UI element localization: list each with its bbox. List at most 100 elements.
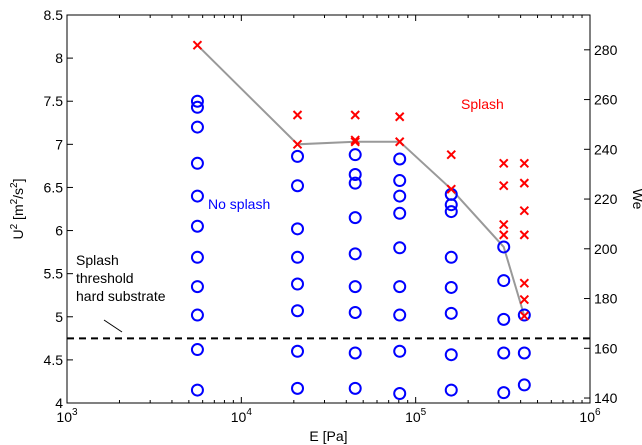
- no-splash-point: [444, 205, 458, 219]
- y-axis-label: U2 [m2/s2]: [9, 178, 26, 239]
- y-tick-label: 8: [55, 50, 63, 66]
- no-splash-point: [291, 149, 305, 163]
- splash-point: [292, 110, 303, 120]
- splash-point: [499, 219, 509, 230]
- no-splash-point: [393, 280, 407, 294]
- splash-point: [350, 110, 360, 120]
- no-splash-point: [348, 168, 362, 182]
- splash-point: [519, 206, 530, 216]
- y2-tick-label: 140: [594, 390, 618, 406]
- no-splash-point: [517, 308, 531, 322]
- no-splash-point: [444, 250, 458, 264]
- splash-point: [519, 294, 530, 305]
- y2-tick-label: 240: [594, 141, 618, 157]
- splash-point: [350, 135, 360, 145]
- no-splash-point: [497, 386, 511, 400]
- y-tick-label: 5: [55, 309, 63, 325]
- x-tick-base: 10: [405, 409, 421, 425]
- no-splash-point: [393, 206, 407, 220]
- y-tick-label: 4: [55, 395, 63, 411]
- x-tick-base: 10: [56, 409, 72, 425]
- splash-point: [519, 158, 530, 169]
- y-axis-label-unit-close: ]: [10, 178, 26, 182]
- splash-point: [446, 184, 456, 194]
- no-splash-point: [291, 250, 305, 264]
- x-tick-label: 103: [56, 407, 78, 425]
- no-splash-point: [190, 280, 204, 294]
- no-splash-point: [444, 280, 458, 294]
- no-splash-point: [348, 176, 362, 190]
- hard-threshold-label-line-2: threshold: [76, 270, 134, 286]
- no-splash-point: [291, 304, 305, 318]
- no-splash-point: [393, 174, 407, 188]
- y-axis-label-unit-sup: 2: [9, 198, 20, 204]
- x-tick-exp: 6: [595, 407, 601, 418]
- axis-tick-labels: 103 104 105 10644.555.566.577.588.514016018…: [44, 7, 618, 425]
- y-axis-label-unit-sup2: 2: [9, 182, 20, 188]
- no-splash-point: [190, 94, 204, 108]
- no-splash-point: [190, 156, 204, 170]
- y2-tick-label: 200: [594, 241, 618, 257]
- no-splash-point: [190, 250, 204, 264]
- splash-point: [519, 230, 530, 240]
- y-tick-label: 4.5: [44, 352, 64, 368]
- no-splash-point: [291, 179, 305, 193]
- no-splash-point: [348, 346, 362, 360]
- y-tick-label: 7.5: [44, 93, 64, 109]
- no-splash-point: [190, 343, 204, 357]
- x-tick-exp: 5: [421, 407, 427, 418]
- y-tick-label: 8.5: [44, 7, 64, 23]
- no-splash-point: [497, 240, 511, 254]
- x-axis-label: E [Pa]: [309, 428, 347, 444]
- x-tick-label: 106: [579, 407, 601, 425]
- no-splash-point: [291, 344, 305, 358]
- no-splash-point: [348, 148, 362, 162]
- no-splash-point: [393, 344, 407, 358]
- y2-tick-label: 180: [594, 291, 618, 307]
- y-tick-label: 6: [55, 223, 63, 239]
- no-splash-point: [444, 383, 458, 397]
- x-tick-label: 104: [231, 407, 253, 425]
- no-splash-point: [497, 346, 511, 360]
- no-splash-label: No splash: [208, 196, 270, 212]
- splash-point: [499, 181, 509, 191]
- y2-tick-label: 220: [594, 191, 618, 207]
- axis-ticks: [66, 14, 591, 404]
- no-splash-point: [190, 219, 204, 233]
- x-tick-label: 105: [405, 407, 427, 425]
- data-points: [190, 40, 531, 401]
- no-splash-point: [291, 381, 305, 395]
- no-splash-point: [444, 348, 458, 362]
- no-splash-point: [393, 189, 407, 203]
- no-splash-point: [190, 383, 204, 397]
- hard-threshold-label-line-1: Splash: [76, 252, 119, 268]
- no-splash-point: [348, 305, 362, 319]
- splash-point: [292, 139, 303, 150]
- no-splash-point: [497, 312, 511, 326]
- no-splash-point: [190, 100, 204, 114]
- no-splash-point: [348, 247, 362, 261]
- y2-tick-label: 260: [594, 92, 618, 108]
- x-tick-base: 10: [579, 409, 595, 425]
- splash-label: Splash: [461, 96, 504, 112]
- y-tick-label: 5.5: [44, 266, 64, 282]
- no-splash-point: [348, 211, 362, 225]
- y-tick-label: 6.5: [44, 179, 64, 195]
- x-tick-exp: 3: [72, 407, 78, 418]
- no-splash-point: [291, 277, 305, 291]
- no-splash-point: [190, 120, 204, 134]
- no-splash-point: [393, 387, 407, 401]
- y-axis-label-symbol-sup: 2: [9, 223, 20, 229]
- splash-point: [350, 137, 360, 147]
- y-axis-label-symbol: U: [10, 229, 26, 239]
- splash-point: [499, 230, 509, 240]
- splash-point: [395, 112, 405, 122]
- no-splash-point: [291, 222, 305, 236]
- splash-point: [519, 311, 530, 321]
- no-splash-point: [393, 241, 407, 255]
- no-splash-point: [348, 381, 362, 395]
- no-splash-point: [393, 308, 407, 322]
- no-splash-point: [517, 378, 531, 392]
- y2-axis-label: We: [630, 189, 642, 210]
